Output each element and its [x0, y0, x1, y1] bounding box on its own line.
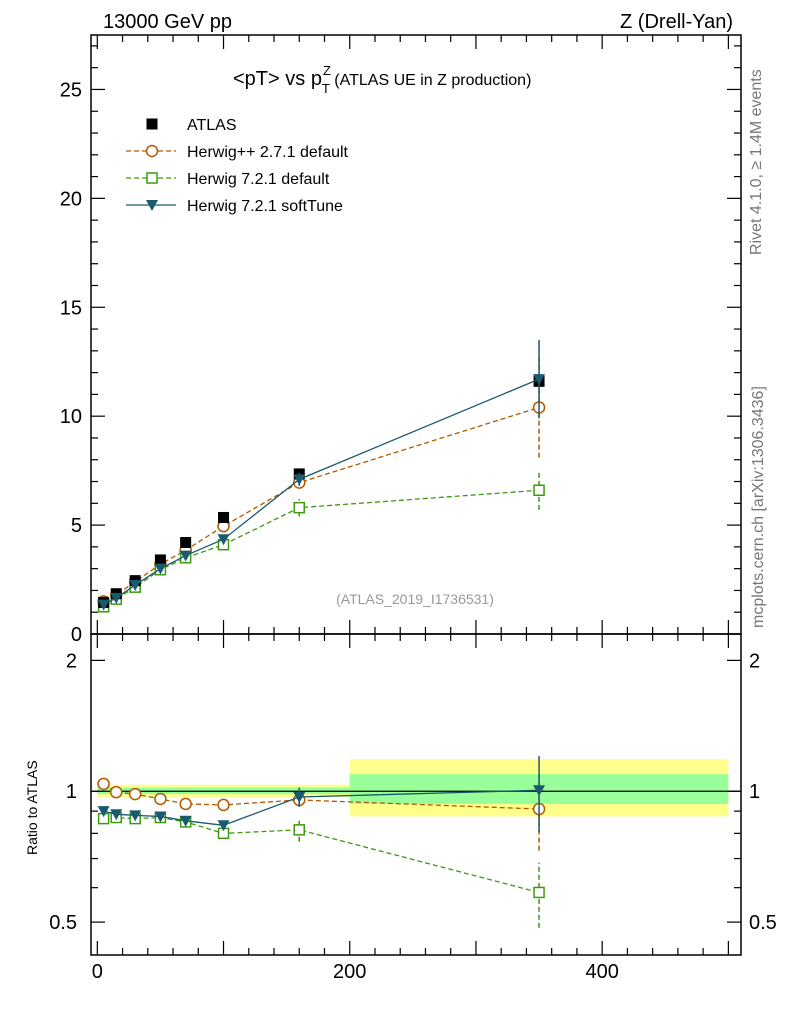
chart-title-main: <pT> vs p	[233, 68, 322, 90]
y-tick-label: 0	[71, 624, 82, 646]
main-point-herwig-7-2-1-default	[533, 484, 545, 496]
legend-marker	[145, 144, 159, 158]
main-point-herwig-7-2-1-softtune	[110, 593, 123, 605]
rivet-version-label: Rivet 4.1.0, ≥ 1.4M events	[748, 69, 765, 255]
ratio-series-herwig-7-2-1-softtune	[97, 756, 546, 833]
y-tick-label: 15	[60, 297, 82, 319]
mcplots-reference-label: mcplots.cern.ch [arXiv:1306.3436]	[750, 386, 767, 628]
ratio-point-herwig-2-7-1-default	[217, 798, 230, 812]
main-point-herwig-7-2-1-softtune	[293, 474, 306, 486]
ratio-y-axis-label: Ratio to ATLAS	[24, 760, 40, 855]
ratio-point-herwig-2-7-1-default	[154, 792, 167, 806]
main-point-herwig-7-2-1-softtune	[129, 579, 142, 591]
legend-entry: Herwig++ 2.7.1 default	[126, 144, 349, 161]
tick-labels: 0 5 10 15 20 25 0 200 400 0.5 0.5 1 1 2 2	[49, 79, 777, 983]
main-series-herwig-7-2-1-softtune	[97, 339, 546, 611]
ratio-point-herwig-7-2-1-softtune	[179, 815, 192, 827]
analysis-tag: (ATLAS_2019_I1736531)	[336, 591, 494, 607]
ratio-series	[97, 756, 546, 928]
y-tick-label: 5	[71, 515, 82, 537]
legend-entry: Herwig 7.2.1 softTune	[126, 198, 343, 215]
ratio-y-tick-label: 1	[66, 781, 77, 803]
ratio-point-herwig-7-2-1-softtune	[154, 811, 167, 823]
ratio-y-tick-label-right: 2	[749, 650, 760, 672]
main-point-herwig-7-2-1-default	[293, 501, 306, 514]
x-tick-label: 200	[333, 961, 366, 983]
main-series	[97, 339, 546, 613]
main-point-herwig-7-2-1-softtune	[179, 550, 192, 562]
legend-entry: Herwig 7.2.1 default	[126, 171, 330, 188]
ratio-series-herwig-7-2-1-default	[97, 811, 545, 928]
main-line-herwig-7-2-1-softtune	[103, 378, 540, 606]
x-tick-label: 0	[92, 961, 103, 983]
y-tick-label: 20	[60, 188, 82, 210]
ratio-y-tick-label: 0.5	[49, 912, 77, 934]
ratio-plot-frame	[90, 633, 742, 956]
ratio-point-herwig-2-7-1-default	[179, 797, 192, 811]
x-tick-label: 400	[585, 961, 618, 983]
ratio-point-herwig-7-2-1-default	[293, 824, 306, 836]
ratio-line-herwig-7-2-1-default	[103, 816, 540, 894]
ratio-point-herwig-7-2-1-softtune	[293, 791, 306, 803]
ratio-point-herwig-7-2-1-softtune	[110, 809, 123, 821]
y-tick-label: 10	[60, 406, 82, 428]
chart-title-sup: Z	[323, 63, 331, 78]
main-point-atlas	[218, 511, 230, 523]
main-point-herwig-7-2-1-softtune	[154, 563, 167, 575]
energy-label: 13000 GeV pp	[103, 11, 232, 33]
legend-label: Herwig 7.2.1 default	[187, 171, 330, 188]
main-line-herwig-2-7-1-default	[103, 406, 540, 602]
legend-marker	[146, 200, 158, 211]
ratio-y-tick-label-right: 1	[749, 781, 760, 803]
legend-label: Herwig++ 2.7.1 default	[187, 144, 349, 161]
ratio-point-herwig-7-2-1-softtune	[217, 820, 230, 832]
ratio-point-herwig-7-2-1-softtune	[533, 785, 546, 797]
main-point-atlas	[180, 537, 192, 549]
main-point-herwig-7-2-1-softtune	[533, 374, 546, 386]
ratio-point-herwig-7-2-1-softtune	[129, 810, 142, 822]
legend: ATLAS Herwig++ 2.7.1 default Herwig 7.2.1 …	[126, 117, 349, 215]
main-point-atlas	[154, 554, 166, 566]
process-label: Z (Drell-Yan)	[620, 11, 733, 33]
legend-label: Herwig 7.2.1 softTune	[187, 198, 343, 215]
main-line-herwig-7-2-1-default	[103, 489, 540, 608]
chart-title-suffix: (ATLAS UE in Z production)	[330, 72, 532, 89]
legend-marker	[146, 172, 158, 184]
chart-title: <pT> vs pZ T (ATLAS UE in Z production)	[233, 63, 531, 96]
ratio-point-herwig-2-7-1-default	[128, 787, 142, 801]
ratio-point-herwig-2-7-1-default	[97, 777, 110, 791]
ratio-point-herwig-7-2-1-softtune	[97, 806, 110, 818]
axis-ticks	[91, 35, 741, 955]
legend-label: ATLAS	[187, 117, 237, 134]
chart-title-sub: T	[322, 81, 330, 96]
ratio-y-tick-label: 2	[66, 650, 77, 672]
legend-entry: ATLAS	[146, 117, 237, 134]
ratio-y-tick-label-right: 0.5	[749, 912, 777, 934]
legend-marker	[146, 118, 158, 130]
y-tick-label: 25	[60, 79, 82, 101]
ratio-point-herwig-2-7-1-default	[109, 785, 123, 799]
main-point-herwig-7-2-1-softtune	[217, 534, 230, 546]
main-point-herwig-7-2-1-softtune	[97, 599, 110, 611]
ratio-point-herwig-7-2-1-default	[533, 886, 545, 899]
